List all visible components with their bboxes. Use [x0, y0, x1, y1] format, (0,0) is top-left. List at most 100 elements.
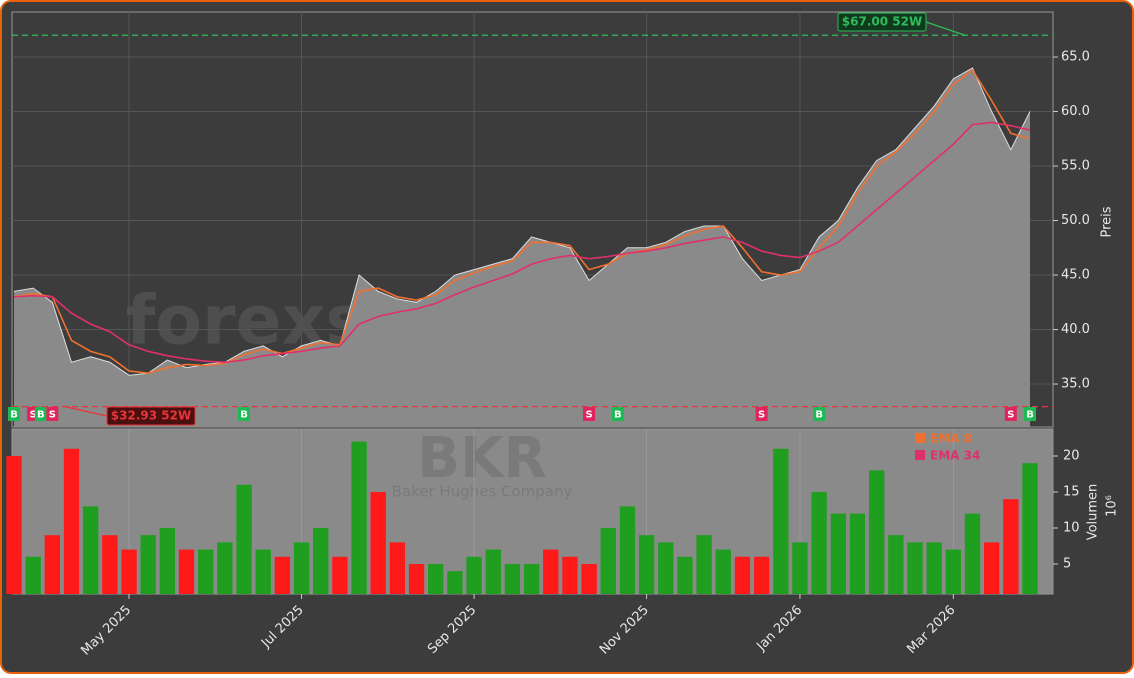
volume-bar [658, 542, 674, 594]
volume-bar [945, 549, 961, 594]
price-area [14, 67, 1030, 427]
volume-bar [428, 563, 444, 594]
y-tick-label: 55.0 [1061, 159, 1090, 174]
volume-bar [6, 455, 22, 594]
volume-axis-label: Volumen [1086, 484, 1101, 541]
volume-bar [964, 513, 981, 594]
signal-label: B [1026, 410, 1034, 421]
volume-bar [1022, 463, 1038, 594]
price-line [13, 67, 1031, 376]
volume-bar [121, 549, 137, 594]
volume-y-tick-label: 15 [1063, 484, 1080, 499]
volume-bar [44, 535, 61, 594]
volume-bar [159, 527, 176, 594]
y-tick-label: 60.0 [1061, 104, 1090, 119]
volume-bar [178, 549, 195, 594]
volume-bar [389, 542, 406, 594]
volume-bar [581, 563, 597, 594]
signal-marker [34, 407, 47, 421]
signal-label: B [10, 410, 18, 421]
volume-y-tick-label: 10 [1063, 520, 1080, 535]
ema-line [13, 121, 1031, 364]
signal-marker [46, 407, 59, 421]
volume-bar [313, 527, 329, 594]
volume-bar [715, 549, 731, 594]
signal-label: B [37, 410, 45, 421]
signal-marker [8, 407, 20, 421]
volume-bar [83, 506, 99, 594]
volume-y-tick-label: 20 [1063, 448, 1080, 463]
volume-bar [485, 549, 501, 594]
volume-bar [370, 491, 386, 594]
volume-bar [677, 556, 693, 594]
legend-swatch [915, 433, 925, 443]
volume-bar [351, 441, 367, 594]
volume-bar [523, 563, 540, 594]
y-tick-label: 35.0 [1061, 377, 1090, 392]
ticker-watermark: BKR [417, 426, 546, 491]
signal-marker [611, 407, 624, 421]
legend-swatch [915, 450, 925, 460]
volume-bar [140, 535, 156, 594]
signal-label: S [1007, 410, 1014, 421]
volume-bar [926, 542, 942, 594]
volume-bar [792, 542, 808, 594]
low-arrow [64, 405, 108, 417]
volume-bar [907, 542, 923, 594]
volume-bar [408, 563, 425, 594]
ema-line [13, 68, 1031, 374]
y-axis-label: Preis [1100, 206, 1115, 237]
volume-bar [466, 556, 482, 594]
volume-bar [868, 470, 885, 594]
volume-unit-label: 10⁶ [1105, 495, 1120, 517]
volume-bar [236, 484, 252, 594]
y-tick-label: 50.0 [1061, 213, 1090, 228]
volume-bar [293, 542, 310, 594]
signal-label: B [614, 410, 622, 421]
signal-label: B [815, 410, 823, 421]
legend-label: EMA 34 [930, 449, 980, 463]
volume-bar [830, 513, 846, 594]
signal-marker [755, 407, 768, 421]
volume-bar [198, 549, 214, 594]
y-tick-label: 45.0 [1061, 268, 1090, 283]
volume-bar [619, 506, 636, 594]
volume-bar [638, 535, 655, 594]
legend-label: EMA 8 [930, 432, 972, 446]
volume-bar [811, 491, 827, 594]
volume-bar [63, 448, 80, 594]
volume-bar [696, 535, 712, 594]
volume-bar [274, 556, 291, 594]
volume-bar [25, 556, 41, 594]
signal-label: B [240, 410, 248, 421]
low-label: $32.93 52W [111, 409, 191, 423]
volume-bar [332, 556, 348, 594]
signal-marker [238, 407, 251, 421]
volume-y-tick-label: 5 [1063, 556, 1071, 571]
volume-bar [773, 448, 789, 594]
signal-label: S [49, 410, 56, 421]
volume-bar [447, 571, 463, 594]
volume-bar [504, 563, 521, 594]
volume-bar [102, 535, 118, 594]
volume-bar [562, 556, 578, 594]
high-label: $67.00 52W [842, 15, 922, 29]
volume-bar [849, 513, 866, 594]
high-arrow [925, 21, 966, 36]
signal-marker [1004, 407, 1017, 421]
volume-bar [600, 527, 616, 594]
signal-label: S [585, 410, 592, 421]
volume-bar [255, 549, 271, 594]
signal-label: S [758, 410, 765, 421]
signal-label: S [30, 410, 37, 421]
volume-bar [1003, 499, 1019, 594]
volume-bar [543, 549, 559, 594]
y-tick-label: 65.0 [1061, 50, 1090, 65]
volume-bar [217, 542, 233, 594]
volume-bar [753, 556, 770, 594]
volume-bar [983, 542, 1000, 594]
volume-bar [888, 535, 904, 594]
signal-marker [583, 407, 596, 421]
y-tick-label: 40.0 [1061, 322, 1090, 337]
signal-marker [1024, 407, 1036, 421]
